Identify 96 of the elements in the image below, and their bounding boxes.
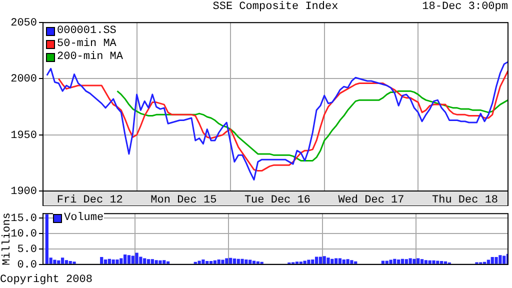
bar bbox=[217, 259, 220, 264]
legend-label: 200-min MA bbox=[57, 51, 124, 64]
bar bbox=[120, 258, 123, 264]
bar bbox=[240, 258, 244, 264]
bar bbox=[440, 261, 444, 264]
bar bbox=[436, 260, 440, 264]
bar bbox=[229, 258, 232, 264]
y-tick-label: 15.0 bbox=[10, 213, 37, 226]
bar bbox=[318, 256, 322, 264]
bar bbox=[338, 258, 342, 264]
bar bbox=[53, 260, 56, 264]
bar bbox=[256, 261, 260, 264]
bar bbox=[244, 259, 248, 264]
bar bbox=[326, 258, 330, 264]
bar bbox=[236, 258, 240, 264]
bar bbox=[486, 260, 490, 264]
bar bbox=[444, 261, 448, 264]
bar bbox=[494, 257, 498, 264]
y-tick-label: 1900 bbox=[10, 186, 37, 198]
bar bbox=[213, 260, 216, 264]
bar bbox=[314, 256, 318, 264]
bar bbox=[68, 261, 72, 264]
bar bbox=[209, 261, 213, 264]
bar bbox=[146, 259, 150, 264]
bar bbox=[498, 255, 502, 264]
bar bbox=[424, 260, 428, 264]
bar bbox=[389, 260, 392, 264]
bar bbox=[198, 260, 201, 264]
x-tick-label: Mon Dec 15 bbox=[150, 194, 217, 207]
bar bbox=[393, 258, 396, 264]
legend-label: 50-min MA bbox=[57, 38, 116, 51]
bar bbox=[154, 260, 158, 264]
x-tick-label: Tue Dec 16 bbox=[244, 194, 310, 207]
bar bbox=[232, 258, 236, 264]
bar bbox=[143, 258, 146, 264]
y-tick-label: 2000 bbox=[10, 74, 37, 86]
bar bbox=[57, 260, 60, 264]
bar bbox=[385, 260, 388, 264]
bar bbox=[303, 260, 306, 264]
bar bbox=[330, 258, 334, 264]
x-tick-label: Wed Dec 17 bbox=[338, 194, 404, 207]
bar bbox=[322, 256, 326, 264]
bar bbox=[428, 260, 432, 264]
bar bbox=[350, 260, 354, 264]
bar bbox=[408, 258, 412, 264]
bar bbox=[225, 258, 228, 264]
y-tick-label: 5.0 bbox=[17, 244, 37, 256]
bar bbox=[45, 214, 48, 264]
bar bbox=[206, 261, 209, 264]
bar bbox=[162, 260, 166, 264]
bar bbox=[166, 261, 170, 264]
bar bbox=[432, 260, 436, 264]
y-tick-label: 1950 bbox=[10, 130, 37, 142]
bar bbox=[334, 258, 338, 264]
legend-label: Volume bbox=[64, 212, 104, 225]
bar bbox=[490, 257, 494, 264]
bar bbox=[346, 259, 350, 264]
bar bbox=[397, 259, 400, 264]
bar bbox=[131, 256, 134, 264]
y-tick-label: 0.0 bbox=[17, 259, 37, 272]
bar bbox=[158, 260, 162, 264]
bar bbox=[420, 259, 424, 264]
legend-label: 000001.SS bbox=[57, 25, 116, 38]
bar bbox=[139, 256, 142, 264]
bar bbox=[404, 259, 408, 264]
bar bbox=[104, 259, 108, 264]
bar bbox=[108, 258, 111, 264]
bar bbox=[307, 260, 310, 264]
bar bbox=[64, 260, 68, 264]
y-tick-label: 10.0 bbox=[10, 228, 37, 241]
bar bbox=[416, 258, 420, 264]
chart-title: SSE Composite Index bbox=[212, 1, 338, 13]
bar bbox=[116, 259, 119, 264]
x-tick-label: Thu Dec 18 bbox=[432, 194, 498, 207]
bar bbox=[412, 258, 416, 264]
bar bbox=[342, 259, 346, 264]
chart-subtitle: 18-Dec 3:00pm bbox=[422, 1, 508, 13]
bar bbox=[354, 261, 358, 264]
bar bbox=[150, 259, 154, 264]
x-tick-label: Fri Dec 12 bbox=[56, 194, 123, 207]
bar bbox=[221, 260, 224, 264]
bar bbox=[112, 259, 115, 264]
bar bbox=[60, 258, 64, 264]
bar bbox=[248, 260, 252, 264]
bar bbox=[202, 259, 205, 264]
bar bbox=[100, 257, 104, 264]
bar bbox=[123, 254, 127, 264]
bar bbox=[400, 258, 404, 264]
bar bbox=[127, 255, 131, 264]
bar bbox=[311, 259, 314, 264]
text: Copyright 2008 bbox=[0, 274, 92, 286]
y-tick-label: 2050 bbox=[10, 18, 37, 30]
bar bbox=[252, 260, 256, 264]
bar bbox=[135, 252, 138, 264]
bar bbox=[381, 260, 385, 264]
bar bbox=[502, 256, 506, 264]
